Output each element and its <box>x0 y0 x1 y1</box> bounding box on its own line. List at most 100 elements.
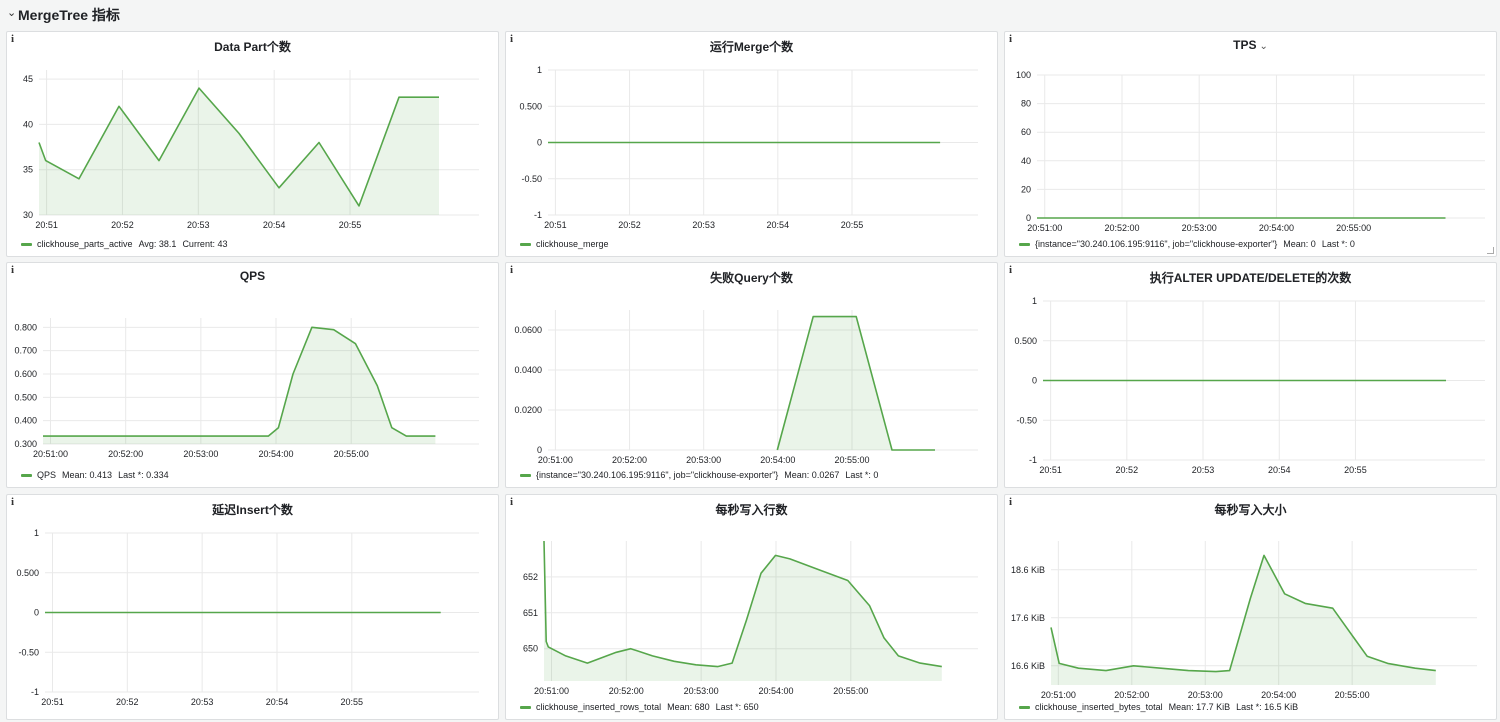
panel-title[interactable]: 失败Query个数 <box>710 271 793 285</box>
panel-title[interactable]: QPS <box>239 269 266 283</box>
x-tick-label: 20:53 <box>191 697 214 707</box>
panel-running-merges[interactable]: i 运行Merge个数 1 0.500 0 -0.50 -1 20:51 20:52 20:5… <box>505 31 998 257</box>
legend[interactable]: clickhouse_inserted_bytes_total Mean: 17.… <box>1019 702 1298 712</box>
panel-inserted-rows[interactable]: i 每秒写入行数 652 651 650 20:51:00 20:52:00 20:53:… <box>505 494 998 720</box>
x-tick-label: 20:52:00 <box>1114 690 1149 700</box>
legend-swatch <box>21 243 32 247</box>
panel-title[interactable]: TPS ⌄ <box>1233 38 1268 52</box>
x-tick-label: 20:55 <box>841 220 864 230</box>
y-tick-label: 1 <box>537 65 542 75</box>
chart-svg: 100 80 60 40 20 020:51:00 20:52:00 20:53:00 20:5… <box>1016 70 1485 233</box>
chart-svg: 1 0.500 0 -0.50 -120:51 20:52 20:53 20:54 20:55 <box>16 528 479 707</box>
panel-title[interactable]: Data Part个数 <box>214 40 291 54</box>
x-tick-label: 20:55:00 <box>834 455 869 465</box>
y-tick-label: 40 <box>1021 156 1031 166</box>
x-tick-label: 20:55 <box>1344 465 1367 475</box>
panel-title[interactable]: 每秒写入行数 <box>715 503 788 517</box>
panel-title[interactable]: 延迟Insert个数 <box>212 503 293 517</box>
info-icon[interactable]: i <box>1009 33 1013 45</box>
y-tick-label: 60 <box>1021 127 1031 137</box>
x-tick-label: 20:51 <box>41 697 64 707</box>
series-area <box>1051 555 1436 685</box>
legend-stat: Mean: 0.0267 <box>784 470 840 480</box>
legend-stat: Avg: 38.1 <box>138 239 177 249</box>
x-tick-label: 20:55:00 <box>1336 223 1371 233</box>
x-tick-label: 20:51:00 <box>534 686 569 696</box>
y-tick-label: 0.600 <box>14 369 37 379</box>
legend-series-name: {instance="30.240.106.195:9116", job="cl… <box>536 470 779 480</box>
series-area <box>39 88 439 215</box>
y-tick-label: -1 <box>1029 455 1037 465</box>
y-tick-label: 1 <box>1032 296 1037 306</box>
legend-stat: Mean: 0 <box>1283 239 1316 249</box>
legend-stat: Last *: 0 <box>845 470 879 480</box>
chevron-down-icon[interactable]: ⌄ <box>1259 41 1268 52</box>
x-tick-label: 20:51 <box>35 220 58 230</box>
series-line <box>776 315 935 451</box>
info-icon[interactable]: i <box>510 33 514 45</box>
row-header[interactable]: ⌄ MergeTree 指标 <box>0 0 1500 30</box>
x-tick-label: 20:55:00 <box>833 686 868 696</box>
y-tick-label: 0.300 <box>14 439 37 449</box>
x-tick-label: 20:54:00 <box>758 686 793 696</box>
legend[interactable]: QPS Mean: 0.413 Last *: 0.334 <box>21 470 169 480</box>
y-tick-label: 40 <box>23 119 33 129</box>
legend-stat: Last *: 0.334 <box>118 470 169 480</box>
legend-series-name: QPS <box>37 470 57 480</box>
y-tick-label: 652 <box>523 572 538 582</box>
x-tick-label: 20:55 <box>341 697 364 707</box>
panel-inserted-bytes[interactable]: i 每秒写入大小 18.6 KiB 17.6 KiB 16.6 KiB 20:51:0… <box>1004 494 1497 720</box>
x-tick-label: 20:52 <box>1116 465 1139 475</box>
legend[interactable]: clickhouse_inserted_rows_total Mean: 680 L… <box>520 702 759 712</box>
info-icon[interactable]: i <box>510 496 514 508</box>
x-tick-label: 20:51 <box>544 220 567 230</box>
legend[interactable]: clickhouse_merge <box>520 239 609 249</box>
legend[interactable]: {instance="30.240.106.195:9116", job="cl… <box>1019 239 1355 249</box>
x-tick-label: 20:54:00 <box>259 449 294 459</box>
info-icon[interactable]: i <box>1009 496 1013 508</box>
legend[interactable]: clickhouse_parts_active Avg: 38.1 Current:… <box>21 239 227 249</box>
y-tick-label: 0.500 <box>16 568 39 578</box>
y-tick-label: 0 <box>34 608 39 618</box>
chart-svg: 1 0.500 0 -0.50 -120:51 20:52 20:53 20:54 20:55 <box>519 65 978 230</box>
panel-qps[interactable]: i QPS 0.800 0.700 0.600 0.500 0.400 0.300 20:5… <box>6 262 499 488</box>
y-tick-label: -1 <box>534 210 542 220</box>
series-line <box>1050 554 1436 673</box>
panel-data-parts[interactable]: i Data Part个数 45 40 35 30 20:51 20:52 20:53 20:… <box>6 31 499 257</box>
y-tick-label: 0.0400 <box>514 365 542 375</box>
y-tick-label: 35 <box>23 165 33 175</box>
panel-title[interactable]: 执行ALTER UPDATE/DELETE的次数 <box>1149 271 1352 285</box>
resize-handle[interactable] <box>1487 247 1494 254</box>
x-tick-label: 20:51:00 <box>33 449 68 459</box>
panel-tps[interactable]: i TPS ⌄ 100 80 60 40 20 0 20:51:00 20:52:00 20:53… <box>1004 31 1497 257</box>
series-line <box>43 326 436 437</box>
info-icon[interactable]: i <box>510 264 514 276</box>
legend-series-name: clickhouse_inserted_rows_total <box>536 702 662 712</box>
panel-title[interactable]: 运行Merge个数 <box>709 40 794 54</box>
y-tick-label: 0.500 <box>14 392 37 402</box>
panel-title[interactable]: 每秒写入大小 <box>1214 503 1287 517</box>
info-icon[interactable]: i <box>11 496 15 508</box>
y-tick-label: 0.700 <box>14 346 37 356</box>
chart-svg: 18.6 KiB 17.6 KiB 16.6 KiB 20:51:00 20:52:00… <box>1011 541 1477 700</box>
y-tick-label: 651 <box>523 608 538 618</box>
x-tick-label: 20:54 <box>263 220 286 230</box>
chevron-down-icon[interactable]: ⌄ <box>7 7 17 19</box>
legend-stat: Last *: 16.5 KiB <box>1236 702 1299 712</box>
info-icon[interactable]: i <box>11 33 15 45</box>
series-area <box>544 541 942 681</box>
legend[interactable]: {instance="30.240.106.195:9116", job="cl… <box>520 470 878 480</box>
info-icon[interactable]: i <box>1009 264 1013 276</box>
panel-delayed-inserts[interactable]: i 延迟Insert个数 1 0.500 0 -0.50 -1 20:51 20:52 20:… <box>6 494 499 720</box>
info-icon[interactable]: i <box>11 264 15 276</box>
x-tick-label: 20:51:00 <box>538 455 573 465</box>
x-tick-label: 20:52 <box>111 220 134 230</box>
panel-failed-queries[interactable]: i 失败Query个数 0.0600 0.0400 0.0200 0 20:51:00 2… <box>505 262 998 488</box>
panel-alter-mutations[interactable]: i 执行ALTER UPDATE/DELETE的次数 1 0.500 0 -0.50 -… <box>1004 262 1497 488</box>
y-tick-label: 0.0600 <box>514 325 542 335</box>
x-tick-label: 20:53:00 <box>684 686 719 696</box>
legend-swatch <box>520 706 531 710</box>
y-tick-label: -0.50 <box>521 174 542 184</box>
y-tick-label: 0.400 <box>14 416 37 426</box>
